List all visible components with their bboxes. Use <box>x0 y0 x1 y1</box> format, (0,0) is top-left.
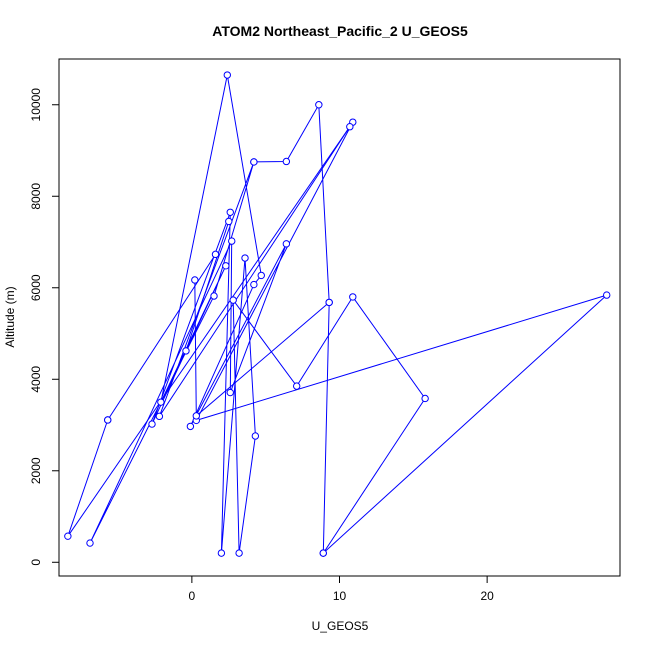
data-point <box>186 422 195 431</box>
y-tick-label: 2000 <box>29 457 43 484</box>
data-point <box>211 250 220 259</box>
data-point <box>250 158 258 166</box>
y-axis-label: Altitude (m) <box>3 286 17 347</box>
data-point <box>223 71 232 79</box>
data-point <box>226 208 234 216</box>
chart-title: ATOM2 Northeast_Pacific_2 U_GEOS5 <box>212 23 468 39</box>
series-points <box>64 71 611 557</box>
data-point <box>222 262 230 270</box>
data-point <box>148 420 156 428</box>
data-point <box>603 291 611 299</box>
x-tick-label: 20 <box>480 589 494 603</box>
data-point <box>319 549 327 557</box>
data-point <box>225 217 233 226</box>
series-lines <box>67 74 608 555</box>
x-axis: 0 10 20 <box>189 576 494 603</box>
data-point <box>228 237 236 245</box>
data-point <box>241 254 249 262</box>
data-point <box>235 549 243 557</box>
y-tick-label: 4000 <box>29 366 43 393</box>
series-segment <box>107 254 216 421</box>
data-point <box>282 157 291 166</box>
series-segment <box>67 126 351 537</box>
data-point <box>182 347 190 355</box>
data-point <box>251 432 260 440</box>
y-axis: 0 2000 4000 6000 8000 10000 <box>29 88 59 566</box>
data-point <box>157 398 165 406</box>
data-point <box>325 298 333 307</box>
x-tick-label: 10 <box>333 589 347 603</box>
series-segment <box>185 221 230 352</box>
series-segment <box>194 279 330 417</box>
data-point <box>349 293 357 301</box>
y-tick-label: 0 <box>29 559 43 566</box>
data-point <box>250 280 258 289</box>
data-point <box>229 296 237 304</box>
data-point <box>217 549 226 557</box>
data-point <box>257 271 265 280</box>
series-line <box>89 74 608 555</box>
data-point <box>282 240 291 248</box>
data-point <box>210 292 218 300</box>
data-point <box>104 416 112 424</box>
data-point <box>192 412 200 420</box>
data-point <box>292 382 301 390</box>
x-tick-label: 0 <box>189 589 196 603</box>
data-point <box>191 276 199 284</box>
data-point <box>64 532 72 540</box>
data-point <box>226 388 234 397</box>
x-axis-label: U_GEOS5 <box>312 619 369 633</box>
y-tick-label: 8000 <box>29 183 43 210</box>
data-point <box>155 412 164 421</box>
y-tick-label: 10000 <box>29 88 43 122</box>
y-tick-label: 6000 <box>29 274 43 301</box>
data-point <box>421 394 429 403</box>
data-point <box>86 539 94 547</box>
data-point <box>315 101 323 109</box>
data-point <box>346 123 354 131</box>
